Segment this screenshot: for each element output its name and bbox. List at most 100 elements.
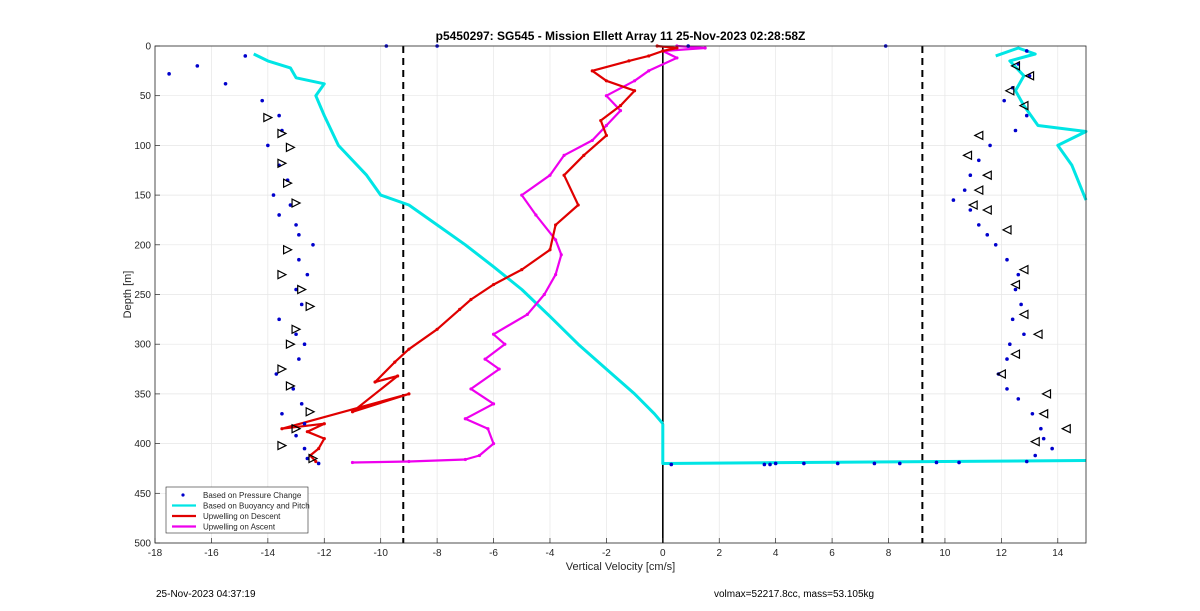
triangle-marker (1010, 60, 1021, 71)
triangle-marker (285, 142, 296, 153)
pressure-change-ascent-point (1019, 302, 1023, 307)
pressure-change-ascent-point (962, 188, 967, 192)
pressure-change-ascent-point (1005, 387, 1009, 391)
pressure-change-descent-point (297, 257, 301, 262)
pressure-change-descent-point (260, 98, 265, 103)
triangle-marker (1038, 408, 1049, 419)
y-tick-label: 500 (134, 539, 151, 550)
upwelling-descent-point (469, 297, 473, 302)
legend-entry-label: Upwelling on Ascent (203, 523, 276, 532)
pressure-change-bottom-point (669, 462, 674, 467)
footer-timestamp: 25-Nov-2023 04:37:19 (156, 589, 256, 600)
pressure-change-descent-point (299, 402, 304, 406)
upwelling-descent-point (322, 437, 326, 441)
pressure-change-descent-point (243, 54, 248, 58)
triangle-marker (981, 205, 992, 215)
upwelling-descent-point (661, 49, 665, 53)
triangle-marker (277, 269, 288, 280)
pressure-change-bottom-point (762, 462, 767, 467)
x-tick-label: -18 (148, 548, 163, 559)
upwelling-ascent-point (491, 442, 496, 446)
legend-entry-label: Upwelling on Descent (203, 512, 281, 521)
y-tick-label: 50 (140, 91, 152, 102)
pressure-change-descent-point (223, 81, 228, 86)
pressure-change-descent-point (291, 387, 296, 391)
upwelling-descent-point (350, 410, 355, 414)
upwelling-descent-point (576, 203, 580, 207)
upwelling-descent-point (407, 347, 411, 351)
pressure-change-ascent-point (1013, 287, 1018, 292)
upwelling-ascent-point (534, 213, 538, 217)
y-tick-label: 400 (134, 439, 151, 450)
pressure-change-descent-point (288, 203, 293, 207)
y-tick-label: 450 (134, 489, 151, 500)
x-tick-label: -10 (373, 548, 388, 559)
x-tick-label: -2 (602, 548, 611, 559)
triangle-marker (277, 128, 288, 139)
pressure-change-ascent-point (1024, 113, 1029, 118)
pressure-change-descent-point (274, 372, 279, 376)
pressure-change-ascent-point (968, 208, 973, 212)
upwelling-ascent-point (491, 402, 496, 406)
pressure-change-ascent-point (1010, 317, 1015, 322)
pressure-change-descent-point (299, 302, 304, 307)
ticks-layer: -18 -16 -14 -12 -10 -8 -6 -4 -2 0 2 4 6 8 10 12 14 0 50 100… (134, 42, 1063, 560)
upwelling-descent-point (373, 380, 377, 384)
x-tick-label: 12 (996, 548, 1008, 559)
pressure-change-descent-point (294, 433, 298, 438)
triangle-marker (1032, 329, 1043, 340)
x-tick-label: 0 (660, 548, 666, 559)
pressure-change-ascent-point (1016, 397, 1021, 401)
upwelling-descent-point (314, 459, 318, 464)
upwelling-ascent-point (542, 292, 546, 297)
pressure-change-descent-point (294, 332, 298, 337)
triangle-marker (1060, 423, 1071, 434)
triangle-marker (1029, 436, 1040, 447)
buoyancy-pitch-bottom-line (661, 423, 1087, 465)
pressure-change-descent-point (167, 72, 171, 76)
upwelling-descent-point (675, 46, 679, 50)
x-tick-label: 2 (716, 548, 722, 559)
y-tick-label: 0 (145, 42, 151, 53)
upwelling-ascent-point (477, 453, 482, 458)
upwelling-ascent-point (590, 138, 594, 143)
pressure-change-descent-point (271, 193, 276, 197)
upwelling-descent-point (396, 374, 400, 378)
pressure-change-descent-point (294, 287, 298, 292)
x-tick-label: 8 (886, 548, 892, 559)
chart-title: p5450297: SG545 - Mission Ellett Array 1… (436, 29, 806, 43)
upwelling-ascent-point (675, 56, 679, 60)
upwelling-descent-point (317, 446, 321, 451)
x-tick-label: -8 (433, 548, 442, 559)
upwelling-descent-point (322, 422, 326, 426)
pressure-change-descent-point (311, 243, 315, 247)
x-tick-label: 4 (773, 548, 779, 559)
upwelling-ascent-point (525, 312, 530, 316)
triangle-marker (277, 158, 288, 169)
x-tick-label: 14 (1052, 548, 1064, 559)
pressure-change-bottom-point (957, 460, 961, 465)
upwelling-ascent-point (703, 46, 707, 50)
pressure-change-descent-point (297, 357, 301, 361)
legend-swatch-pressure-change (181, 493, 185, 497)
triangle-marker (1018, 264, 1029, 275)
upwelling-ascent-point (618, 109, 623, 113)
triangle-marker (282, 178, 293, 189)
triangle-marker (308, 453, 319, 464)
footer-info: volmax=52217.8cc, mass=53.105kg (714, 589, 875, 600)
pressure-change-ascent-point (1022, 332, 1026, 337)
upwelling-ascent-point (559, 253, 563, 257)
upwelling-ascent-point (463, 417, 467, 421)
series-layer (167, 44, 1088, 467)
upwelling-descent-line (280, 44, 679, 463)
triangle-marker (1004, 85, 1015, 96)
triangle-marker (305, 301, 316, 312)
upwelling-ascent-point (520, 193, 524, 197)
triangle-marker (1018, 309, 1029, 320)
triangle-marker (297, 284, 308, 295)
triangle-marker (285, 380, 296, 391)
triangle-marker (981, 170, 992, 181)
pressure-change-descent-point (294, 223, 298, 227)
pressure-change-ascent-point (988, 143, 992, 148)
upwelling-descent-point (280, 427, 284, 431)
